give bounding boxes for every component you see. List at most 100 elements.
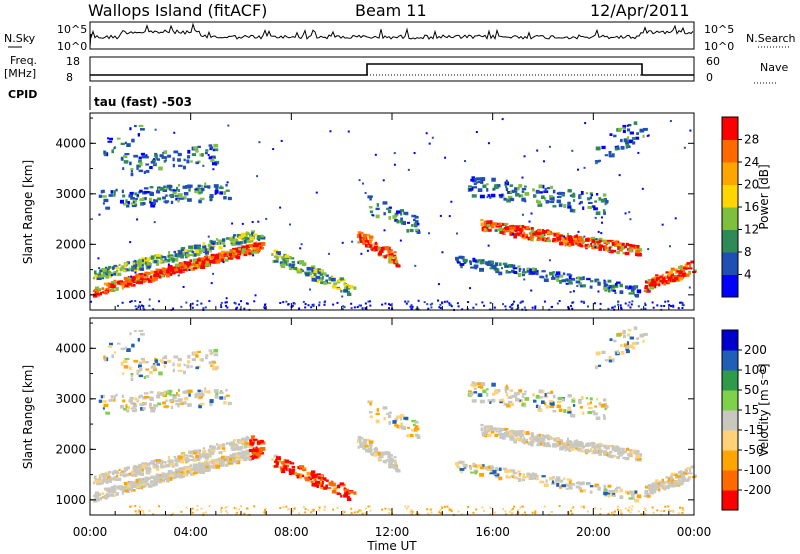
power-cell [625,141,630,144]
velocity-scatter [92,326,697,516]
velocity-cell [127,405,130,410]
power-cell [132,262,136,265]
power-cell [399,239,402,242]
velocity-cell [152,363,156,366]
power-cell [368,235,374,239]
power-cell [425,132,428,135]
velocity-cell [681,509,684,512]
velocity-cell [183,454,188,457]
power-cell [202,245,207,249]
power-cell [123,160,129,164]
power-cell [483,220,487,224]
velocity-cell [595,443,599,447]
velocity-cell [177,363,181,367]
power-cell [187,198,192,202]
power-cell [655,274,659,277]
velocity-cell [481,464,485,468]
power-cell [565,278,569,282]
velocity-cell [200,507,203,510]
velocity-cell [225,442,230,445]
velocity-cell [543,441,546,445]
power-cell [430,306,433,309]
velocity-cell [215,391,219,395]
power-cell [627,248,630,251]
power-cell [358,232,364,235]
power-cell [162,269,167,274]
power-cell [518,269,521,273]
velocity-cell [512,431,516,435]
colorbar-tick-label: 4 [744,268,752,282]
power-cell [521,226,527,229]
velocity-cell [165,478,170,483]
velocity-cell [625,347,630,351]
power-cell [648,283,652,287]
power-cell [693,269,697,273]
velocity-cell [125,404,128,409]
power-cell [115,287,119,291]
power-cell [127,277,130,281]
velocity-cell [388,421,391,425]
power-cell [505,230,511,233]
velocity-cell [132,473,138,477]
velocity-cell [182,457,185,462]
power-cell [467,185,472,188]
velocity-cell [204,387,207,391]
velocity-cell [344,491,347,495]
power-cell [225,301,228,304]
velocity-cell [551,480,555,484]
velocity-cell [505,431,510,436]
power-cell [248,243,253,248]
velocity-cell [179,467,184,472]
power-cell [106,287,110,292]
velocity-cell [162,474,167,479]
velocity-cell [356,439,359,444]
velocity-cell [149,461,152,465]
power-cell [225,297,228,300]
velocity-cell [139,403,145,407]
power-cell [388,216,391,220]
power-cell [238,247,242,251]
velocity-cell [495,430,500,433]
power-cell [281,256,285,260]
power-cell [139,162,143,166]
velocity-cell [448,507,451,510]
velocity-cell [109,480,112,484]
velocity-cell [547,436,551,440]
power-cell [241,233,246,238]
velocity-cell [129,332,132,336]
power-cell [201,153,204,157]
velocity-cell [122,489,125,492]
power-cell [193,259,197,264]
velocity-cell [605,405,609,409]
velocity-cell [116,474,119,478]
velocity-cell [518,389,523,393]
velocity-cell [175,391,179,396]
power-cell [409,228,414,233]
velocity-cell [375,419,380,424]
power-cell [161,274,165,278]
power-cell [448,302,451,305]
velocity-cell [622,329,626,334]
power-cell [141,263,144,267]
velocity-cell [304,476,309,480]
power-cell [280,139,283,142]
velocity-cell [347,495,350,500]
velocity-cell [392,420,397,424]
velocity-cell [223,401,227,405]
power-cell [128,194,134,198]
velocity-cell [531,511,534,514]
power-cell [682,270,685,275]
power-cell [467,301,470,304]
power-cell [403,211,409,215]
power-cell [449,303,452,306]
velocity-cell [389,458,394,463]
power-cell [605,287,611,290]
power-cell [632,141,636,145]
colorbar-segment [722,350,738,371]
velocity-cell [486,388,489,391]
velocity-cell [291,509,294,512]
velocity-cell [189,464,192,468]
velocity-cell [153,465,158,469]
velocity-cell [623,343,628,348]
velocity-cell [388,512,391,515]
